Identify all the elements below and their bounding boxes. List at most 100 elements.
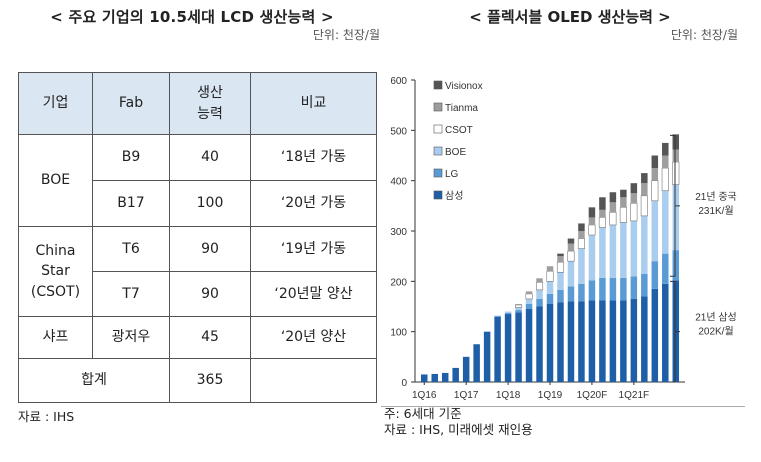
bar-Tianma <box>536 278 543 283</box>
bar-삼성 <box>672 280 680 382</box>
bar-CSOT <box>577 238 585 249</box>
bar-Visionox <box>630 183 638 194</box>
bar-Visionox <box>567 238 575 244</box>
bar-Visionox <box>641 173 648 184</box>
bar-BOE <box>630 220 638 277</box>
total-note <box>250 358 377 403</box>
legend-swatch <box>433 146 443 156</box>
bar-Tianma <box>588 217 596 225</box>
x-tick-label: 1Q17 <box>454 390 479 401</box>
table-header-row: 기업 Fab 생산 능력 비교 <box>18 72 377 135</box>
bar-LG <box>630 276 638 299</box>
chart-footnote: 주: 6세대 기준 <box>384 406 462 421</box>
legend-swatch <box>433 80 443 90</box>
capacity-cell: 100 <box>169 180 251 227</box>
bar-BOE <box>588 235 596 281</box>
bar-Visionox <box>557 253 564 257</box>
bar-삼성 <box>452 367 459 382</box>
bar-삼성 <box>473 344 480 382</box>
x-tick-label: 1Q21F <box>619 390 650 401</box>
bar-LG <box>672 250 680 281</box>
bar-Tianma <box>641 183 648 196</box>
bar-BOE <box>515 307 522 311</box>
bar-BOE <box>578 248 585 284</box>
bar-삼성 <box>431 373 438 382</box>
bar-CSOT <box>567 250 575 262</box>
note-cell: ‘18년 가동 <box>250 134 377 181</box>
note-cell: ‘20년 양산 <box>250 316 377 359</box>
total-value: 365 <box>169 358 251 403</box>
fab-cell: B17 <box>92 180 170 227</box>
bar-CSOT <box>515 304 523 308</box>
bar-LG <box>599 277 606 301</box>
x-tick-label: 1Q19 <box>538 390 563 401</box>
bar-BOE <box>525 298 533 304</box>
bar-LG <box>525 303 533 310</box>
divider <box>381 406 745 407</box>
capacity-cell: 45 <box>169 316 251 359</box>
lcd-capacity-table: 기업 Fab 생산 능력 비교 BOE B9 40 ‘18년 가동 B17 10… <box>18 72 377 403</box>
bar-LG <box>557 289 564 303</box>
legend-swatch <box>433 190 443 200</box>
chart-source: 자료 : IHS, 미래에셋 재인용 <box>384 422 533 437</box>
samsung-brace <box>670 280 680 383</box>
company-cell: China Star (CSOT) <box>18 226 93 317</box>
bar-BOE <box>651 200 659 262</box>
capacity-cell: 90 <box>169 271 251 317</box>
legend-label: Visionox <box>445 81 483 92</box>
note-cell: ‘20년말 양산 <box>250 271 377 317</box>
legend-label: CSOT <box>445 125 473 136</box>
bar-삼성 <box>483 331 491 382</box>
bar-Tianma <box>609 202 617 213</box>
bar-Tianma <box>662 155 669 169</box>
china-brace <box>670 134 680 277</box>
bar-삼성 <box>504 314 512 382</box>
x-tick-label: 1Q18 <box>496 390 521 401</box>
bar-LG <box>651 261 659 289</box>
bar-BOE <box>672 184 680 251</box>
bar-삼성 <box>546 303 554 382</box>
bar-CSOT <box>630 203 638 222</box>
bar-LG <box>588 280 596 301</box>
bar-BOE <box>641 215 648 274</box>
bar-LG <box>504 313 512 315</box>
chart-unit: 단위: 천장/월 <box>670 28 738 42</box>
bar-CSOT <box>619 207 627 223</box>
bar-CSOT <box>640 195 648 217</box>
legend-swatch <box>433 124 443 134</box>
bar-삼성 <box>630 298 638 382</box>
bar-Tianma <box>620 197 627 208</box>
y-tick-label: 100 <box>390 328 407 339</box>
bar-삼성 <box>462 356 470 382</box>
y-tick-label: 0 <box>401 378 407 389</box>
legend-label: BOE <box>445 147 466 158</box>
y-tick-label: 400 <box>390 177 407 188</box>
bar-BOE <box>609 224 617 278</box>
legend-swatch <box>433 168 443 178</box>
legend-label: Tianma <box>445 103 478 114</box>
left-title: < 주요 기업의 10.5세대 LCD 생산능력 > <box>50 8 334 26</box>
annotation-line2: 202K/월 <box>698 326 733 338</box>
header-capacity: 생산 능력 <box>169 72 251 135</box>
y-tick-label: 200 <box>390 277 407 288</box>
annotation-line2: 231K/월 <box>698 205 733 217</box>
bar-CSOT <box>651 180 659 202</box>
bar-Tianma <box>672 149 680 163</box>
bar-삼성 <box>641 296 648 382</box>
capacity-cell: 90 <box>169 226 251 272</box>
bar-CSOT <box>672 161 680 185</box>
bar-Visionox <box>620 189 627 198</box>
header-note: 비교 <box>250 72 377 135</box>
table-row: 샤프 광저우 45 ‘20년 양산 <box>18 316 377 359</box>
bar-CSOT <box>525 293 533 300</box>
bar-CSOT <box>535 282 544 291</box>
bar-Tianma <box>651 168 659 181</box>
bar-CSOT <box>598 217 606 228</box>
bar-BOE <box>557 272 564 290</box>
bar-LG <box>536 298 543 307</box>
chart-notes: 주: 6세대 기준 자료 : IHS, 미래에셋 재인용 <box>384 406 533 438</box>
bar-BOE <box>546 281 554 294</box>
bar-LG <box>641 273 648 297</box>
fab-cell: T7 <box>92 271 170 317</box>
bar-삼성 <box>567 301 575 382</box>
